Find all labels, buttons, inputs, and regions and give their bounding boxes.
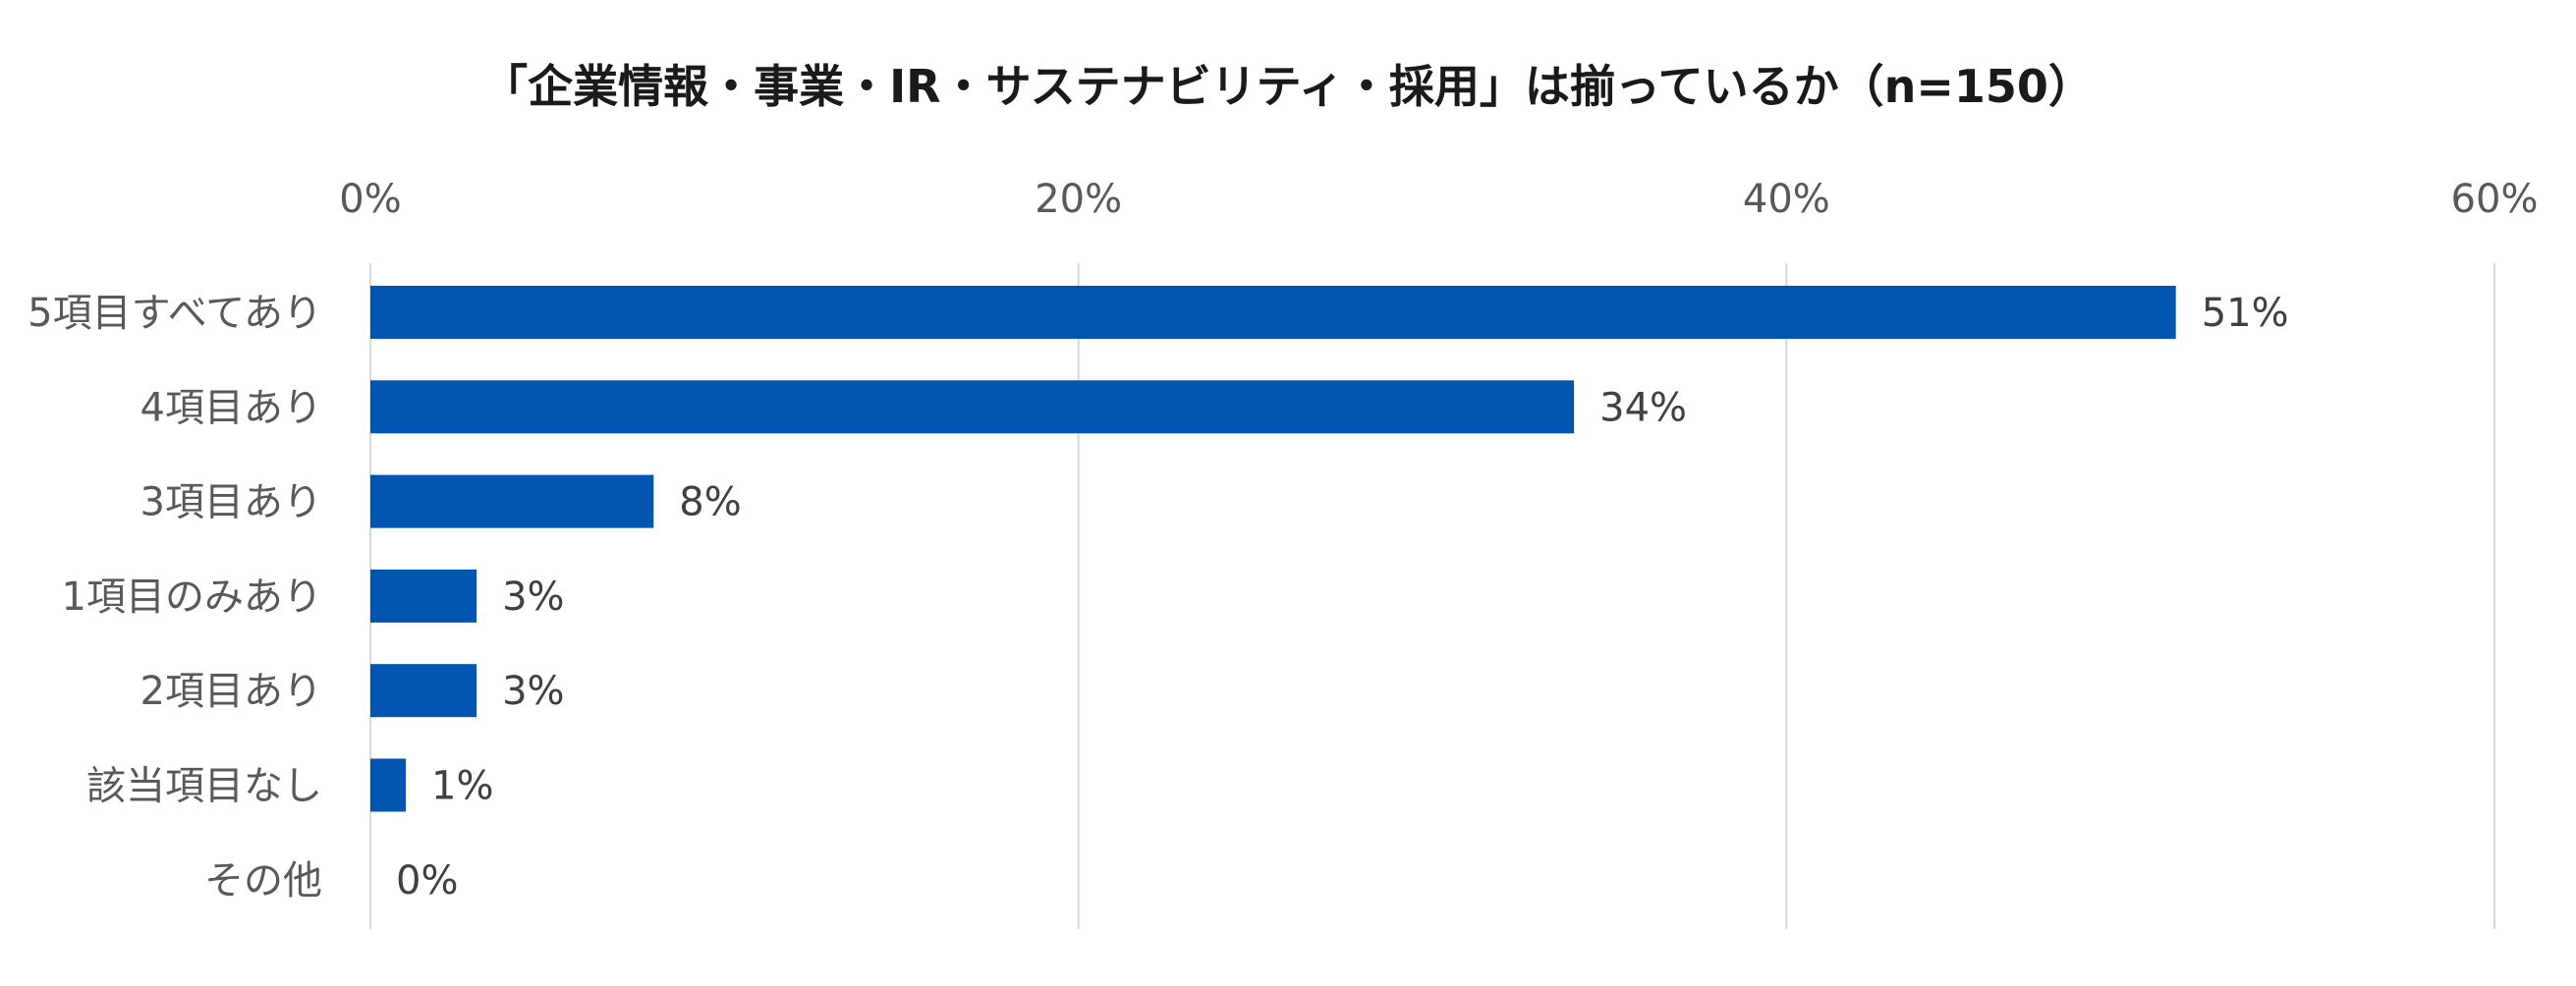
- category-label: その他: [204, 858, 322, 904]
- bar: [370, 758, 407, 812]
- x-tick-label: 60%: [2451, 177, 2539, 222]
- category-label: 2項目あり: [140, 669, 322, 714]
- bars: [370, 286, 2176, 812]
- category-label: 3項目あり: [140, 480, 322, 525]
- x-tick-label: 0%: [339, 177, 401, 222]
- data-label: 3%: [502, 575, 564, 620]
- data-labels: 51% 34% 8% 3% 3% 1% 0%: [396, 291, 2289, 904]
- gridlines: [369, 263, 2495, 929]
- data-label: 1%: [431, 764, 493, 809]
- data-label: 0%: [396, 858, 458, 904]
- x-axis-ticks: 0% 20% 40% 60%: [339, 177, 2538, 222]
- bar: [370, 380, 1575, 434]
- bar: [370, 474, 654, 528]
- data-label: 8%: [679, 480, 741, 525]
- data-label: 3%: [502, 669, 564, 714]
- category-label: 該当項目なし: [86, 764, 322, 809]
- category-label: 1項目のみあり: [62, 575, 322, 620]
- x-tick-label: 40%: [1743, 177, 1830, 222]
- chart-title: 「企業情報・事業・IR・サステナビリティ・採用」は揃っているか（n=150）: [482, 60, 2094, 113]
- data-label: 51%: [2202, 291, 2289, 336]
- bar: [370, 286, 2176, 339]
- bar: [370, 664, 477, 718]
- data-label: 34%: [1599, 385, 1687, 430]
- bar: [370, 569, 477, 623]
- category-label: 5項目すべてあり: [28, 291, 322, 336]
- x-tick-label: 20%: [1035, 177, 1122, 222]
- category-label: 4項目あり: [140, 385, 322, 430]
